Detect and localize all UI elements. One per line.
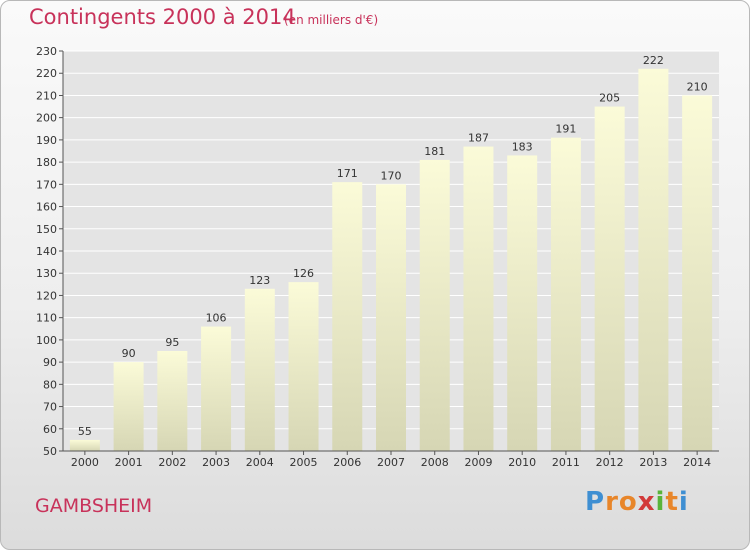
- x-tick-label: 2002: [158, 456, 186, 469]
- logo-letter: o: [618, 487, 638, 517]
- bar: [376, 184, 406, 452]
- logo-letter: t: [665, 487, 679, 517]
- y-tick-label: 180: [36, 156, 57, 169]
- y-tick-label: 230: [36, 45, 57, 58]
- y-tick-label: 140: [36, 245, 57, 258]
- bar: [157, 351, 188, 451]
- y-tick-label: 110: [36, 312, 57, 325]
- y-tick-label: 160: [36, 201, 57, 214]
- x-tick-label: 2000: [71, 456, 99, 469]
- y-tick-label: 220: [36, 67, 57, 80]
- y-tick-label: 210: [36, 89, 57, 102]
- x-tick-label: 2011: [552, 456, 580, 469]
- x-tick-label: 2013: [639, 456, 667, 469]
- data-label: 222: [643, 54, 664, 67]
- bar: [463, 146, 494, 452]
- bar: [288, 282, 319, 451]
- y-tick-label: 130: [36, 267, 57, 280]
- x-tick-label: 2006: [333, 456, 361, 469]
- y-tick-label: 70: [43, 401, 57, 414]
- data-label: 187: [468, 132, 489, 145]
- data-label: 123: [249, 274, 270, 287]
- data-label: 183: [512, 140, 533, 153]
- bar: [332, 182, 363, 451]
- data-label: 106: [206, 312, 227, 325]
- x-tick-label: 2003: [202, 456, 230, 469]
- x-tick-label: 2014: [683, 456, 711, 469]
- y-tick-label: 150: [36, 223, 57, 236]
- bar: [682, 95, 713, 451]
- x-tick-label: 2010: [508, 456, 536, 469]
- bar: [550, 137, 581, 451]
- bar: [507, 155, 538, 451]
- logo-letter: r: [605, 487, 619, 517]
- y-tick-label: 60: [43, 423, 57, 436]
- data-label: 55: [78, 425, 92, 438]
- bar: [113, 362, 144, 451]
- data-label: 181: [424, 145, 445, 158]
- y-tick-label: 50: [43, 445, 57, 458]
- data-label: 126: [293, 267, 314, 280]
- x-tick-label: 2001: [115, 456, 143, 469]
- logo-letter: P: [585, 487, 606, 517]
- x-tick-label: 2005: [290, 456, 318, 469]
- chart-subtitle: (en milliers d'€): [284, 13, 379, 27]
- logo-letter: i: [655, 487, 666, 517]
- data-label: 170: [381, 169, 402, 182]
- x-tick-label: 2004: [246, 456, 274, 469]
- data-labels: 55 90 95 106 123 126 171 170 181 187 183 191 205 222 2…: [78, 54, 708, 438]
- y-tick-label: 120: [36, 289, 57, 302]
- logo-letter: i: [678, 487, 689, 517]
- data-label: 171: [337, 167, 358, 180]
- x-tick-label: 2007: [377, 456, 405, 469]
- x-tick-label: 2009: [464, 456, 492, 469]
- axes: 50 60 70 80 90 100 110 120 130 140 150 160 170 180 190…: [36, 45, 719, 469]
- bar: [638, 68, 669, 452]
- y-tick-label: 170: [36, 178, 57, 191]
- bar: [594, 106, 625, 452]
- y-tick-label: 190: [36, 134, 57, 147]
- bar: [201, 326, 232, 451]
- y-tick-label: 90: [43, 356, 57, 369]
- proxiti-logo[interactable]: Proxiti: [585, 487, 689, 517]
- logo-letter: x: [637, 487, 656, 517]
- x-tick-label: 2008: [421, 456, 449, 469]
- y-tick-label: 80: [43, 378, 57, 391]
- data-label: 191: [555, 123, 576, 136]
- chart-title: Contingents 2000 à 2014: [29, 5, 296, 29]
- bars: [69, 68, 713, 452]
- x-tick-label: 2012: [596, 456, 624, 469]
- bar: [69, 439, 100, 451]
- bar: [244, 288, 275, 451]
- y-tick-label: 100: [36, 334, 57, 347]
- data-label: 90: [122, 347, 136, 360]
- commune-name: GAMBSHEIM: [35, 495, 153, 517]
- bar: [419, 159, 450, 451]
- y-tick-label: 200: [36, 112, 57, 125]
- data-label: 210: [687, 80, 708, 93]
- data-label: 205: [599, 92, 620, 105]
- data-label: 95: [165, 336, 179, 349]
